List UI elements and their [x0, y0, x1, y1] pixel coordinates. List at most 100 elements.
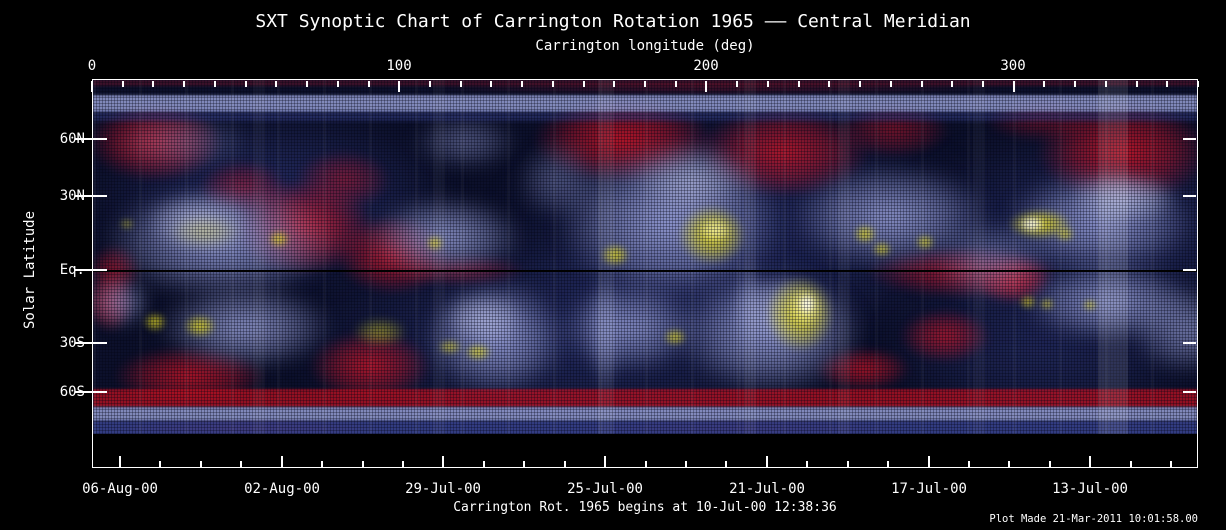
map-blob [853, 224, 877, 244]
map-blob [365, 195, 525, 279]
axis-tick [523, 460, 526, 467]
map-seam [1098, 80, 1128, 434]
map-blob [119, 218, 135, 230]
map-band [93, 95, 1197, 112]
axis-tick [604, 455, 607, 467]
axis-tick [725, 460, 728, 467]
map-blob [1067, 172, 1179, 224]
date-axis-label: 06-Aug-00 [82, 481, 158, 497]
map-blob [352, 317, 408, 347]
axis-tick [674, 80, 677, 87]
map-blob [441, 292, 525, 344]
axis-tick [321, 460, 324, 467]
axis-tick [920, 80, 923, 87]
axis-tick [490, 80, 493, 87]
axis-tick [521, 80, 524, 87]
date-axis-label: 29-Jul-00 [405, 481, 481, 497]
axis-tick [442, 455, 445, 467]
map-seam [744, 80, 756, 434]
synoptic-image [93, 80, 1197, 434]
axis-tick [159, 460, 162, 467]
map-seam [253, 80, 265, 434]
axis-tick [887, 460, 890, 467]
axis-tick [482, 460, 485, 467]
axis-tick [1197, 80, 1199, 87]
axis-tick [705, 80, 708, 92]
map-blob [413, 82, 1013, 94]
axis-tick [1183, 342, 1196, 344]
axis-tick [563, 460, 566, 467]
axis-tick [199, 460, 202, 467]
map-blob [1018, 215, 1046, 233]
date-axis-label: 02-Aug-00 [244, 481, 320, 497]
map-blob [295, 150, 391, 210]
map-blob [111, 112, 255, 172]
axis-tick [613, 80, 616, 87]
axis-tick [951, 80, 954, 87]
map-blob [631, 144, 755, 216]
chart-caption: Carrington Rot. 1965 begins at 10-Jul-00… [453, 500, 837, 515]
map-blob [1039, 298, 1055, 310]
map-blob [899, 309, 991, 363]
axis-tick [736, 80, 739, 87]
axis-tick [582, 80, 585, 87]
axis-tick [152, 80, 155, 87]
axis-tick [1170, 460, 1173, 467]
axis-tick [75, 391, 107, 393]
axis-tick [766, 80, 769, 87]
axis-tick [275, 80, 278, 87]
axis-tick [75, 138, 107, 140]
axis-tick [459, 80, 462, 87]
map-blob [698, 217, 732, 243]
date-axis-label: 13-Jul-00 [1052, 481, 1128, 497]
map-blob [411, 114, 519, 170]
axis-tick [91, 80, 93, 92]
axis-tick [1048, 460, 1051, 467]
equator-line [93, 270, 1197, 272]
axis-tick [244, 80, 247, 87]
axis-tick [306, 80, 309, 87]
map-blob [663, 328, 687, 346]
map-band [93, 421, 1197, 434]
map-blob [1019, 295, 1037, 309]
map-band [93, 389, 1197, 407]
axis-tick [213, 80, 216, 87]
map-blob [798, 293, 816, 315]
axis-tick [806, 460, 809, 467]
axis-tick [859, 80, 862, 87]
map-seam [838, 80, 850, 434]
y-axis-tick-label: 30N [59, 188, 85, 204]
axis-tick [1074, 80, 1077, 87]
axis-tick [398, 80, 401, 92]
axis-tick [1183, 269, 1196, 271]
date-axis-label: 21-Jul-00 [729, 481, 805, 497]
map-blob [142, 192, 258, 252]
map-seam [598, 80, 614, 434]
axis-tick [828, 80, 831, 87]
map-seam [973, 80, 985, 434]
axis-tick [402, 460, 404, 467]
map-blob [167, 215, 243, 249]
date-axis-label: 17-Jul-00 [891, 481, 967, 497]
axis-tick [1129, 460, 1132, 467]
map-blob [437, 339, 463, 355]
axis-tick [336, 80, 339, 87]
axis-tick [644, 80, 646, 87]
map-blob [183, 314, 217, 338]
map-blob [268, 230, 290, 248]
map-band [93, 407, 1197, 421]
map-band [93, 112, 1197, 121]
axis-tick [1104, 80, 1107, 87]
axis-tick [1183, 138, 1196, 140]
axis-tick [765, 455, 768, 467]
map-blob [600, 243, 630, 267]
map-blob [516, 140, 600, 220]
axis-tick [1012, 80, 1015, 92]
axis-tick [367, 80, 370, 87]
x-axis-tick-label: 0 [87, 58, 97, 74]
axis-tick [551, 80, 554, 87]
x-axis-tick-label: 200 [693, 58, 719, 74]
axis-tick [1183, 391, 1196, 393]
map-blob [93, 274, 152, 330]
